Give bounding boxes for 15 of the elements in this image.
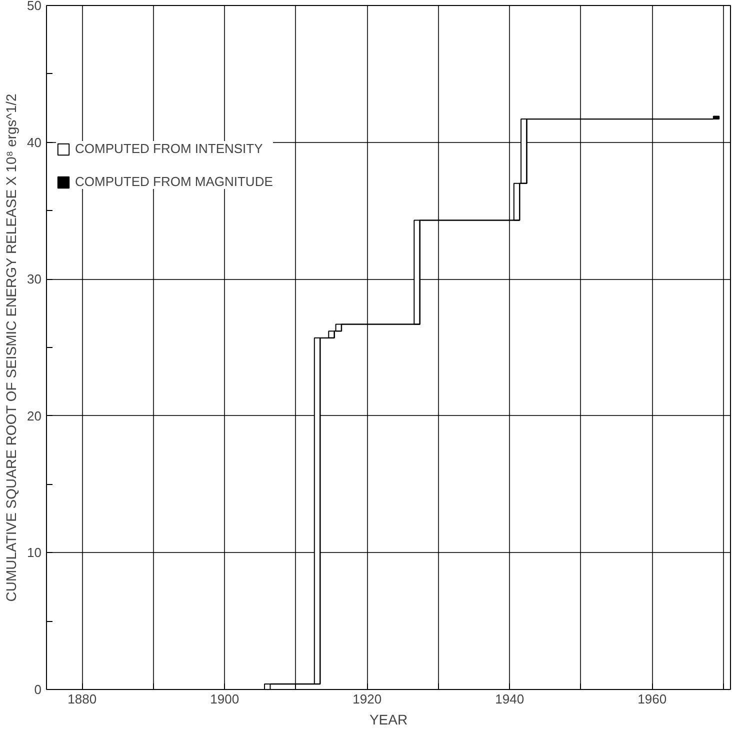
y-tick-label: 0 <box>34 682 42 697</box>
x-tick-label: 1920 <box>352 692 382 706</box>
y-tick-label: 50 <box>27 0 42 13</box>
x-tick-label: 1880 <box>68 692 97 706</box>
legend-label: COMPUTED FROM MAGNITUDE <box>75 174 273 189</box>
x-axis-title: YEAR <box>369 712 408 728</box>
x-tick-label: 1940 <box>495 692 524 706</box>
y-tick-label: 10 <box>27 545 42 560</box>
x-tick-label: 1900 <box>210 692 240 706</box>
legend-label: COMPUTED FROM INTENSITY <box>75 141 263 156</box>
x-tick-label: 1960 <box>638 692 667 706</box>
y-tick-label: 30 <box>27 272 42 287</box>
y-tick-label: 40 <box>27 134 42 150</box>
y-axis-title: CUMULATIVE SQUARE ROOT OF SEISMIC ENERGY RELEASE X 10⁸ ergs^1/2 <box>3 94 20 602</box>
y-tick-label: 20 <box>27 408 42 424</box>
